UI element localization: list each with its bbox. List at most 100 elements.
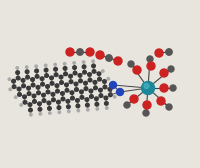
Circle shape xyxy=(23,95,26,99)
Circle shape xyxy=(12,85,16,89)
Circle shape xyxy=(113,86,115,88)
Circle shape xyxy=(54,73,58,76)
Circle shape xyxy=(27,92,31,95)
Circle shape xyxy=(90,95,93,98)
Circle shape xyxy=(147,62,155,70)
Circle shape xyxy=(87,109,89,111)
Circle shape xyxy=(82,65,86,69)
Circle shape xyxy=(41,82,44,86)
Circle shape xyxy=(60,81,63,84)
Circle shape xyxy=(63,62,66,65)
Circle shape xyxy=(61,92,64,95)
Circle shape xyxy=(92,70,96,73)
Circle shape xyxy=(27,86,30,90)
Circle shape xyxy=(96,51,104,59)
Circle shape xyxy=(65,89,69,92)
Circle shape xyxy=(18,93,21,96)
Circle shape xyxy=(86,48,94,56)
Circle shape xyxy=(42,99,46,102)
Circle shape xyxy=(52,98,55,102)
Circle shape xyxy=(166,49,172,55)
Circle shape xyxy=(40,77,44,80)
Circle shape xyxy=(39,113,42,115)
Circle shape xyxy=(32,94,36,98)
Circle shape xyxy=(99,88,102,92)
Circle shape xyxy=(97,72,101,76)
Circle shape xyxy=(98,77,101,81)
Circle shape xyxy=(157,97,165,105)
Circle shape xyxy=(74,82,78,86)
Circle shape xyxy=(38,108,42,111)
Circle shape xyxy=(113,96,116,98)
Circle shape xyxy=(88,73,91,76)
Circle shape xyxy=(143,110,149,116)
Circle shape xyxy=(82,61,85,63)
Circle shape xyxy=(78,74,82,77)
Circle shape xyxy=(110,81,116,89)
Circle shape xyxy=(116,89,124,95)
Circle shape xyxy=(31,78,34,81)
Circle shape xyxy=(143,101,151,109)
Circle shape xyxy=(73,71,77,75)
Circle shape xyxy=(44,64,47,67)
Circle shape xyxy=(114,57,122,65)
Circle shape xyxy=(57,106,61,109)
Circle shape xyxy=(95,97,98,101)
Circle shape xyxy=(94,86,97,90)
Circle shape xyxy=(33,100,36,103)
Circle shape xyxy=(99,94,103,97)
Circle shape xyxy=(35,65,37,67)
Circle shape xyxy=(77,109,80,112)
Circle shape xyxy=(106,55,112,61)
Circle shape xyxy=(89,89,93,93)
Circle shape xyxy=(54,67,57,71)
Circle shape xyxy=(147,56,153,62)
Circle shape xyxy=(55,84,59,88)
Circle shape xyxy=(25,66,28,68)
Circle shape xyxy=(54,63,56,66)
Circle shape xyxy=(95,102,99,106)
Circle shape xyxy=(79,79,82,83)
Circle shape xyxy=(30,114,32,116)
Circle shape xyxy=(71,96,74,100)
Circle shape xyxy=(37,91,40,95)
Circle shape xyxy=(25,70,29,74)
Circle shape xyxy=(46,85,49,88)
Circle shape xyxy=(106,107,108,109)
Circle shape xyxy=(130,95,138,103)
Circle shape xyxy=(103,85,107,89)
Circle shape xyxy=(16,67,18,69)
Circle shape xyxy=(84,81,87,85)
Circle shape xyxy=(46,90,50,94)
Circle shape xyxy=(66,48,74,56)
Circle shape xyxy=(26,75,29,79)
Circle shape xyxy=(85,98,89,101)
Circle shape xyxy=(77,49,83,55)
Circle shape xyxy=(69,74,72,78)
Circle shape xyxy=(96,108,99,110)
Circle shape xyxy=(93,80,97,84)
Circle shape xyxy=(66,99,70,103)
Circle shape xyxy=(109,93,112,97)
Circle shape xyxy=(67,105,70,109)
Circle shape xyxy=(56,89,59,93)
Circle shape xyxy=(51,93,55,96)
Circle shape xyxy=(75,88,78,91)
Circle shape xyxy=(92,60,94,62)
Circle shape xyxy=(16,71,19,74)
Circle shape xyxy=(9,88,11,91)
Circle shape xyxy=(168,66,174,72)
Circle shape xyxy=(166,104,172,110)
Circle shape xyxy=(12,79,15,83)
Circle shape xyxy=(170,85,176,91)
Circle shape xyxy=(58,111,61,113)
Circle shape xyxy=(45,74,48,77)
Circle shape xyxy=(35,69,38,73)
Circle shape xyxy=(47,101,51,105)
Circle shape xyxy=(144,83,149,89)
Circle shape xyxy=(59,75,63,79)
Circle shape xyxy=(63,67,67,70)
Circle shape xyxy=(102,70,104,72)
Circle shape xyxy=(105,102,108,105)
Circle shape xyxy=(76,104,80,108)
